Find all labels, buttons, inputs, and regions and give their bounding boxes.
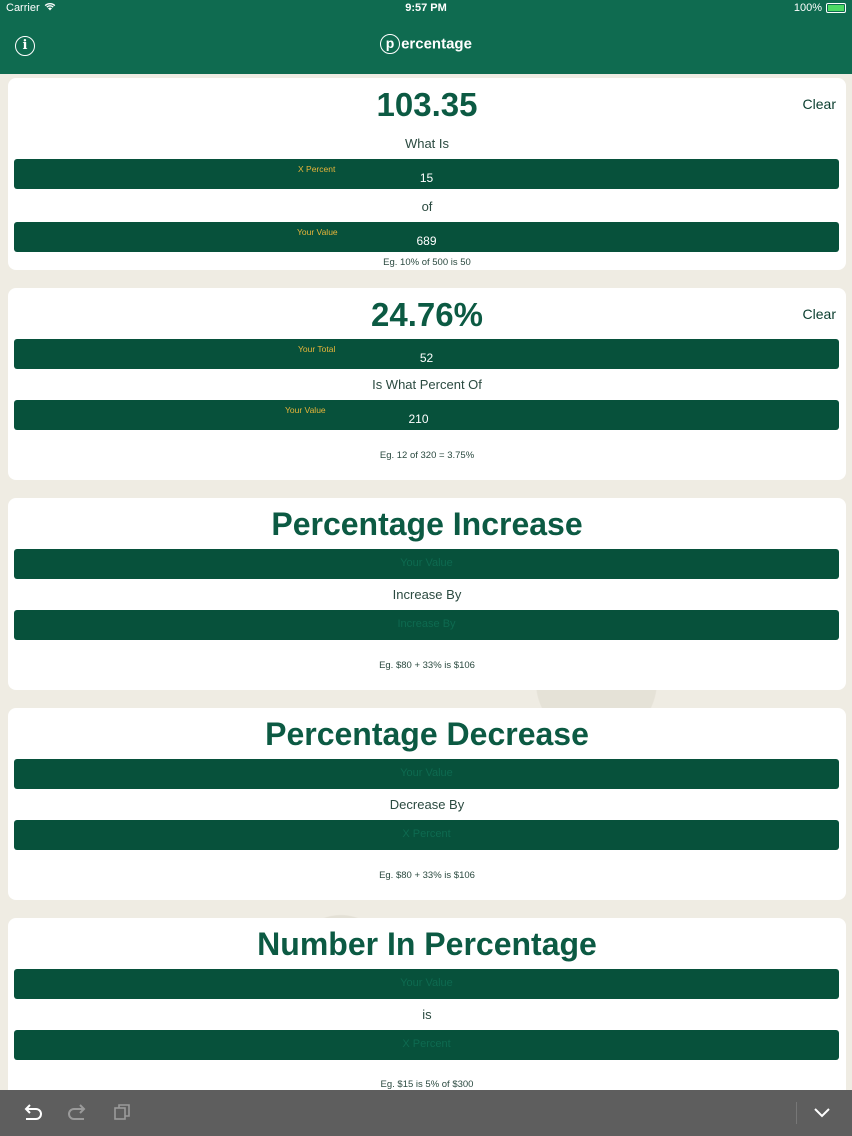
your-value-input[interactable]: Your Value xyxy=(14,549,839,579)
prompt-label: is xyxy=(422,1007,432,1022)
status-bar: Carrier 9:57 PM 100% xyxy=(0,0,852,18)
example-text: Eg. $80 + 33% is $106 xyxy=(379,660,475,671)
carrier: Carrier xyxy=(6,2,56,14)
increase-by-input[interactable]: Increase By xyxy=(14,610,839,640)
field-placeholder: X Percent xyxy=(402,828,451,840)
x-percent-input[interactable]: X Percent xyxy=(14,1030,839,1060)
battery-label: 100% xyxy=(793,2,822,14)
your-value-input[interactable]: Your Value 689 xyxy=(14,222,839,252)
percentage-increase-card: Percentage Increase Your Value Increase … xyxy=(8,498,846,690)
battery-icon xyxy=(826,3,846,13)
x-percent-input[interactable]: X Percent 15 xyxy=(14,159,839,189)
is-what-percent-card: 24.76% Clear Your Total 52 Is What Perce… xyxy=(8,288,846,480)
joiner-label: of xyxy=(421,199,433,214)
what-is-percent-card: 103.35 Clear What Is X Percent 15 of You… xyxy=(8,78,846,270)
keyboard-shortcut-bar xyxy=(0,1090,852,1136)
field-placeholder: Your Value xyxy=(400,557,453,569)
divider xyxy=(796,1102,797,1124)
nav-bar: i p ercentage xyxy=(0,18,852,74)
field-value: 689 xyxy=(416,234,437,248)
paste-icon[interactable] xyxy=(112,1102,132,1127)
carrier-label: Carrier xyxy=(6,2,40,14)
field-value: 52 xyxy=(419,351,434,365)
battery: 100% xyxy=(794,2,846,14)
number-in-percentage-card: Number In Percentage Your Value is X Per… xyxy=(8,918,846,1110)
decrease-by-input[interactable]: X Percent xyxy=(14,820,839,850)
your-value-input[interactable]: Your Value xyxy=(14,969,839,999)
clock: 9:57 PM xyxy=(405,2,447,14)
field-label: Your Value xyxy=(285,405,326,415)
result-value: 103.35 xyxy=(376,86,478,123)
card-title: Percentage Decrease xyxy=(265,716,589,752)
field-placeholder: Your Value xyxy=(400,767,453,779)
clear-button[interactable]: Clear xyxy=(802,96,836,112)
undo-icon[interactable] xyxy=(22,1102,44,1127)
prompt-label: What Is xyxy=(404,136,450,151)
field-value: 15 xyxy=(419,171,434,185)
clear-button[interactable]: Clear xyxy=(802,306,836,322)
field-value: 210 xyxy=(408,412,429,426)
percentage-decrease-card: Percentage Decrease Your Value Decrease … xyxy=(8,708,846,900)
example-text: Eg. $15 is 5% of $300 xyxy=(380,1079,474,1090)
field-label: X Percent xyxy=(298,164,336,174)
app-logo: p ercentage xyxy=(0,34,852,54)
card-title: Percentage Increase xyxy=(271,506,583,542)
prompt-label: Increase By xyxy=(392,587,462,602)
field-placeholder: Increase By xyxy=(397,618,456,630)
chevron-down-icon[interactable] xyxy=(812,1102,832,1127)
prompt-label: Decrease By xyxy=(389,797,465,812)
logo-letter: p xyxy=(380,34,401,54)
your-total-input[interactable]: Your Total 52 xyxy=(14,339,839,369)
wifi-icon xyxy=(44,2,56,14)
your-value-input[interactable]: Your Value xyxy=(14,759,839,789)
redo-icon[interactable] xyxy=(66,1102,88,1127)
field-label: Your Total xyxy=(298,344,336,354)
example-text: Eg. 10% of 500 is 50 xyxy=(383,257,471,268)
field-placeholder: X Percent xyxy=(402,1038,451,1050)
field-label: Your Value xyxy=(297,227,338,237)
logo-text: ercentage xyxy=(401,35,472,53)
prompt-label: Is What Percent Of xyxy=(372,377,482,392)
card-title: Number In Percentage xyxy=(257,926,597,962)
your-value-input[interactable]: Your Value 210 xyxy=(14,400,839,430)
example-text: Eg. 12 of 320 = 3.75% xyxy=(379,450,475,461)
info-icon[interactable]: i xyxy=(15,36,35,56)
example-text: Eg. $80 + 33% is $106 xyxy=(379,870,475,881)
field-placeholder: Your Value xyxy=(400,977,453,989)
result-value: 24.76% xyxy=(371,296,483,333)
